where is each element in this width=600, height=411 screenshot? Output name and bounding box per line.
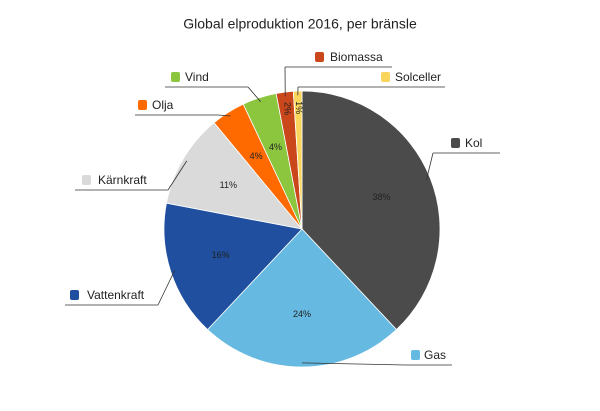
label-icon bbox=[82, 175, 91, 185]
category-label: Gas bbox=[424, 348, 446, 362]
leader-line bbox=[217, 114, 231, 117]
label-icon bbox=[315, 52, 324, 62]
value-label: 38% bbox=[373, 192, 391, 202]
value-label: 11% bbox=[220, 180, 237, 190]
pie-slice bbox=[301, 90, 441, 331]
chart-title: Global elproduktion 2016, per bränsle bbox=[183, 16, 417, 32]
leader-line bbox=[167, 160, 188, 191]
value-label: 24% bbox=[293, 309, 311, 319]
label-icon bbox=[171, 72, 180, 82]
category-label: Vind bbox=[185, 70, 209, 84]
label-icon bbox=[70, 290, 79, 300]
value-label: 4% bbox=[269, 142, 282, 152]
pie-slice bbox=[165, 122, 304, 230]
pie-slice bbox=[206, 228, 398, 368]
label-icon bbox=[381, 72, 390, 82]
leader-line bbox=[247, 86, 261, 102]
value-label: 4% bbox=[250, 151, 263, 161]
value-label: 2% bbox=[282, 102, 292, 115]
category-label: Olja bbox=[152, 98, 174, 112]
label-icon bbox=[451, 138, 460, 148]
value-label: 1% bbox=[294, 101, 304, 114]
leader-line bbox=[426, 152, 434, 180]
pie-slice bbox=[163, 202, 303, 331]
leader-line bbox=[157, 270, 176, 306]
category-label: Kärnkraft bbox=[98, 173, 147, 187]
category-label: Biomassa bbox=[330, 50, 383, 64]
label-icon bbox=[138, 100, 147, 110]
category-label: Solceller bbox=[395, 70, 441, 84]
leader-line bbox=[301, 362, 406, 366]
category-label: Vattenkraft bbox=[87, 288, 145, 302]
value-label: 16% bbox=[212, 250, 230, 260]
category-label: Kol bbox=[465, 136, 482, 150]
label-icon bbox=[411, 350, 420, 360]
